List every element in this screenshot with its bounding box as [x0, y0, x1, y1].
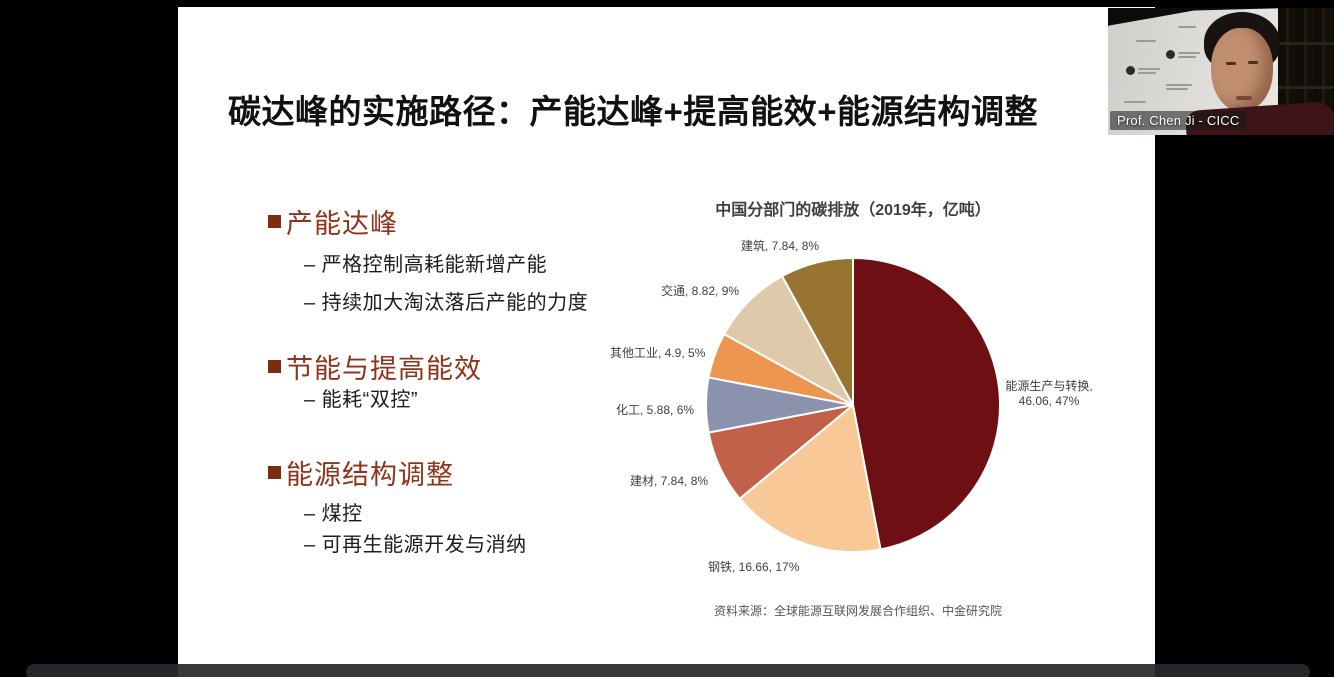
pie-slice-6: [781, 257, 854, 406]
participant-name-label: Prof. Chen Ji - CICC: [1110, 111, 1247, 130]
pie-label-energy-production: 能源生产与转换, 46.06, 47%: [1005, 379, 1093, 408]
bullet-sub-item: – 持续加大淘汰落后产能的力度: [304, 292, 589, 314]
logo-text-line: [1138, 68, 1160, 70]
shelf-line: [1278, 42, 1334, 45]
webcam-tile[interactable]: Prof. Chen Ji - CICC: [1108, 8, 1334, 135]
pie-svg: [704, 257, 1002, 553]
meeting-control-bar[interactable]: [26, 664, 1310, 677]
bullet-sub-item: – 能耗“双控”: [304, 389, 418, 411]
square-bullet-icon: [268, 466, 281, 479]
logo-text-line: [1138, 72, 1156, 74]
cicc-logo-icon: [1166, 50, 1175, 59]
logo-text-line: [1136, 40, 1156, 42]
pie-label-buildings: 建筑, 7.84, 8%: [741, 239, 820, 253]
pie-slice-0: [852, 257, 1002, 551]
pie-label-steel: 钢铁, 16.66, 17%: [708, 560, 800, 574]
logo-text-line: [1166, 84, 1192, 86]
presenter-mouth: [1236, 96, 1252, 100]
square-bullet-icon: [268, 360, 281, 373]
pie-slice-1: [738, 404, 882, 553]
logo-text-line: [1178, 26, 1196, 28]
pie-label-chemicals: 化工, 5.88, 6%: [616, 403, 695, 417]
pie-label-other-industry: 其他工业, 4.9, 5%: [610, 346, 706, 360]
chart-source-note: 资料来源：全球能源互联网发展合作组织、中金研究院: [714, 604, 1003, 618]
bullet-heading-capacity-peak: 产能达峰: [268, 202, 398, 241]
pie-label-transport: 交通, 8.82, 9%: [661, 284, 740, 298]
pie-label-materials: 建材, 7.84, 8%: [630, 474, 709, 488]
bullet-heading-energy-structure: 能源结构调整: [268, 453, 454, 492]
pie-slice-5: [723, 275, 854, 406]
bullet-sub-item: – 严格控制高耗能新增产能: [304, 254, 548, 276]
square-bullet-icon: [268, 215, 281, 228]
shelf-line: [1278, 86, 1334, 89]
cicc-logo-icon: [1126, 66, 1135, 75]
presenter-eyebrow: [1226, 62, 1236, 65]
bullet-sub-item: – 可再生能源开发与消纳: [304, 534, 527, 556]
pie-chart: [703, 255, 1003, 555]
bullet-heading-label: 节能与提高能效: [286, 354, 482, 384]
bullet-heading-energy-efficiency: 节能与提高能效: [268, 347, 482, 386]
logo-text-line: [1166, 88, 1188, 90]
bullet-sub-item: – 煤控: [304, 503, 363, 525]
logo-text-line: [1178, 56, 1196, 58]
slide-title: 碳达峰的实施路径：产能达峰+提高能效+能源结构调整: [228, 93, 1039, 130]
shared-slide: 碳达峰的实施路径：产能达峰+提高能效+能源结构调整 产能达峰 – 严格控制高耗能…: [178, 7, 1155, 677]
bullet-heading-label: 能源结构调整: [286, 460, 454, 490]
logo-text-line: [1178, 52, 1200, 54]
logo-text-line: [1124, 101, 1146, 103]
chart-title: 中国分部门的碳排放（2019年，亿吨）: [715, 202, 991, 219]
bullet-heading-label: 产能达峰: [286, 209, 398, 239]
presenter-eyebrow: [1248, 61, 1258, 64]
